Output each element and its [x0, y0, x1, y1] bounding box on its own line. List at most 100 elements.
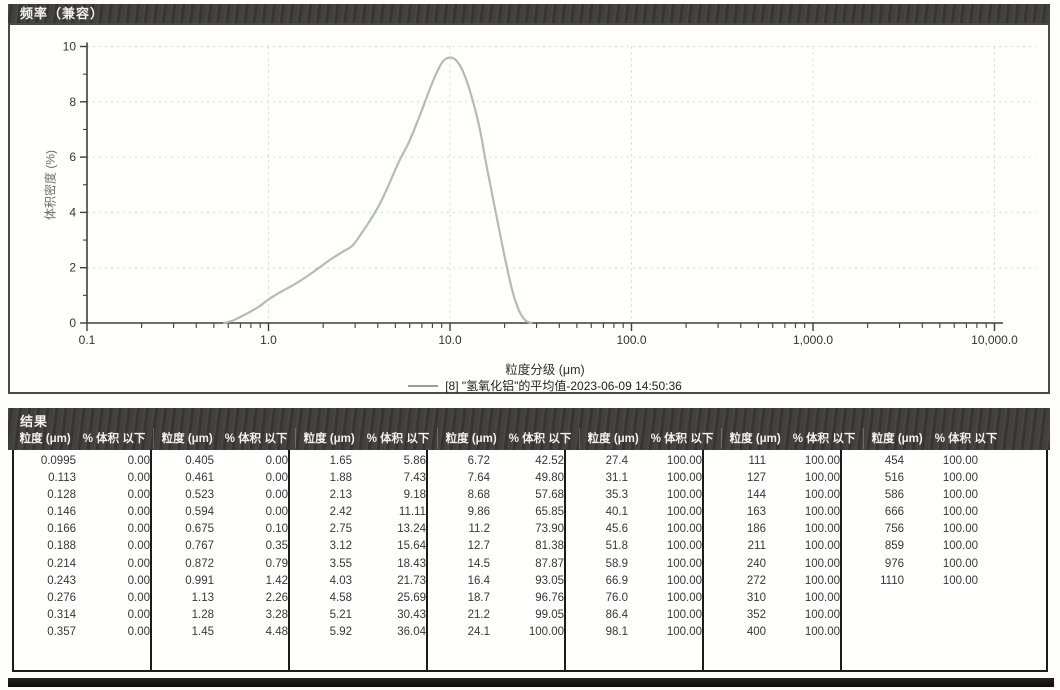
y-axis-label: 体积密度 (%): [43, 150, 58, 220]
pct-header: % 体积 以下: [224, 433, 288, 445]
table-row: 16.4 93.05: [428, 573, 564, 590]
table-row: 0.146 0.00: [14, 504, 150, 521]
frequency-distribution-chart: 0 2 4 6 8 10 0.1 1.0 10.0 100.0 1,000.0 10,000.0: [63, 40, 1036, 347]
column-header-group: 粒度 (μm) % 体积 以下: [12, 428, 153, 449]
pct-cell: 0.35: [265, 540, 288, 553]
size-cell: 0.0995: [40, 455, 76, 467]
size-cell: 666: [884, 506, 904, 519]
pct-cell: 30.43: [397, 608, 426, 621]
table-row: 0.0995 0.00: [14, 453, 150, 470]
pct-cell: 7.43: [403, 472, 426, 485]
table-row: 14.5 87.87: [428, 556, 564, 573]
size-cell: 40.1: [605, 506, 628, 519]
results-table: 0.0995 0.00 0.113 0.00 0.128 0.00 0.146 0.00 0.1…: [12, 450, 1048, 672]
size-cell: 5.92: [329, 625, 352, 638]
table-row: 352 100.00: [704, 607, 840, 624]
table-row: 0.357 0.00: [14, 624, 150, 641]
size-cell: 0.594: [185, 506, 214, 519]
legend-label: [8] "氢氧化铝"的平均值-2023-06-09 14:50:36: [445, 379, 682, 393]
pct-cell: 100.00: [804, 608, 840, 621]
size-header: 粒度 (μm): [19, 433, 71, 445]
table-row: 1110 100.00: [842, 573, 1046, 590]
pct-cell: 100.00: [942, 540, 978, 553]
size-cell: 1.28: [191, 608, 214, 621]
size-cell: 0.461: [185, 472, 214, 485]
size-cell: 16.4: [467, 574, 490, 587]
table-row: 40.1 100.00: [566, 504, 702, 521]
pct-cell: 5.86: [403, 455, 426, 467]
chart-title: 频率（兼容）: [20, 6, 105, 21]
table-column-group: 0.0995 0.00 0.113 0.00 0.128 0.00 0.146 0.00 0.1…: [14, 450, 152, 670]
table-row: 8.68 57.68: [428, 487, 564, 504]
size-cell: 211: [747, 540, 766, 553]
table-row: 0.461 0.00: [152, 470, 288, 487]
size-cell: 454: [884, 455, 904, 467]
pct-cell: 100.00: [804, 523, 840, 536]
pct-cell: 100.00: [528, 625, 564, 638]
pct-cell: 0.79: [265, 557, 288, 570]
pct-cell: 96.76: [535, 591, 564, 604]
pct-cell: 0.00: [127, 455, 150, 467]
table-row: 1.28 3.28: [152, 607, 288, 624]
size-cell: 240: [746, 557, 766, 570]
pct-cell: 100.00: [804, 591, 840, 604]
size-cell: 9.86: [467, 506, 490, 519]
table-row: 0.405 0.00: [152, 453, 288, 470]
x-tick-label: 0.1: [79, 333, 96, 347]
size-cell: 163: [746, 506, 766, 519]
size-cell: 24.1: [467, 625, 490, 638]
table-row: 27.4 100.00: [566, 453, 702, 470]
table-row: 1.88 7.43: [290, 470, 426, 487]
table-row: 0.594 0.00: [152, 504, 288, 521]
table-row: 66.9 100.00: [566, 573, 702, 590]
pct-cell: 42.52: [535, 455, 564, 467]
chart-legend: [8] "氢氧化铝"的平均值-2023-06-09 14:50:36: [87, 377, 1003, 394]
table-row: 0.991 1.42: [152, 573, 288, 590]
size-cell: 1.65: [329, 455, 352, 467]
pct-cell: 0.00: [127, 591, 150, 604]
table-row: 21.2 99.05: [428, 607, 564, 624]
pct-cell: 100.00: [804, 625, 840, 638]
size-cell: 0.188: [47, 540, 76, 553]
size-cell: 0.523: [185, 489, 214, 502]
pct-cell: 100.00: [804, 506, 840, 519]
size-cell: 3.55: [329, 557, 352, 570]
size-cell: 2.13: [329, 489, 352, 502]
size-header: 粒度 (μm): [587, 433, 639, 445]
pct-cell: 100.00: [804, 557, 840, 570]
table-row: 1.65 5.86: [290, 453, 426, 470]
table-row: 2.42 11.11: [290, 504, 426, 521]
table-row: 2.13 9.18: [290, 487, 426, 504]
table-row: 0.276 0.00: [14, 590, 150, 607]
pct-cell: 100.00: [804, 455, 840, 467]
size-cell: 1.45: [191, 625, 214, 638]
results-column-headers: 粒度 (μm)% 体积 以下 粒度 (μm)% 体积 以下 粒度 (μm)% 体积 …: [12, 428, 1050, 449]
table-row: 58.9 100.00: [566, 556, 702, 573]
pct-cell: 11.11: [398, 506, 426, 519]
size-cell: 21.2: [467, 608, 490, 621]
table-column-group: 1.65 5.86 1.88 7.43 2.13 9.18 2.42 11.11 2.75 13.…: [290, 450, 428, 670]
size-cell: 127: [746, 472, 766, 485]
pct-cell: 0.00: [127, 608, 150, 621]
pct-cell: 100.00: [942, 506, 978, 519]
size-cell: 76.0: [605, 591, 628, 604]
table-row: 31.1 100.00: [566, 470, 702, 487]
table-row: 859 100.00: [842, 538, 1046, 555]
table-row: 0.113 0.00: [14, 470, 150, 487]
size-cell: 14.5: [467, 557, 490, 570]
pct-cell: 100.00: [942, 489, 978, 502]
frequency-title-bar: 频率（兼容）: [8, 4, 1050, 23]
table-row: 45.6 100.00: [566, 521, 702, 538]
y-tick-label: 4: [69, 205, 76, 219]
table-row: 144 100.00: [704, 487, 840, 504]
pct-cell: 73.90: [535, 523, 564, 536]
pct-cell: 15.64: [397, 540, 426, 553]
x-tick-label: 10.0: [438, 333, 462, 347]
chart-frame: 0 2 4 6 8 10 0.1 1.0 10.0 100.0 1,000.0 10,000.0 体积…: [8, 23, 1050, 394]
size-cell: 586: [884, 489, 904, 502]
pct-header: % 体积 以下: [934, 433, 998, 445]
results-title: 结果: [20, 414, 49, 429]
size-cell: 1.13: [191, 591, 214, 604]
table-row: 163 100.00: [704, 504, 840, 521]
column-header-group: 粒度 (μm) % 体积 以下: [295, 428, 437, 449]
